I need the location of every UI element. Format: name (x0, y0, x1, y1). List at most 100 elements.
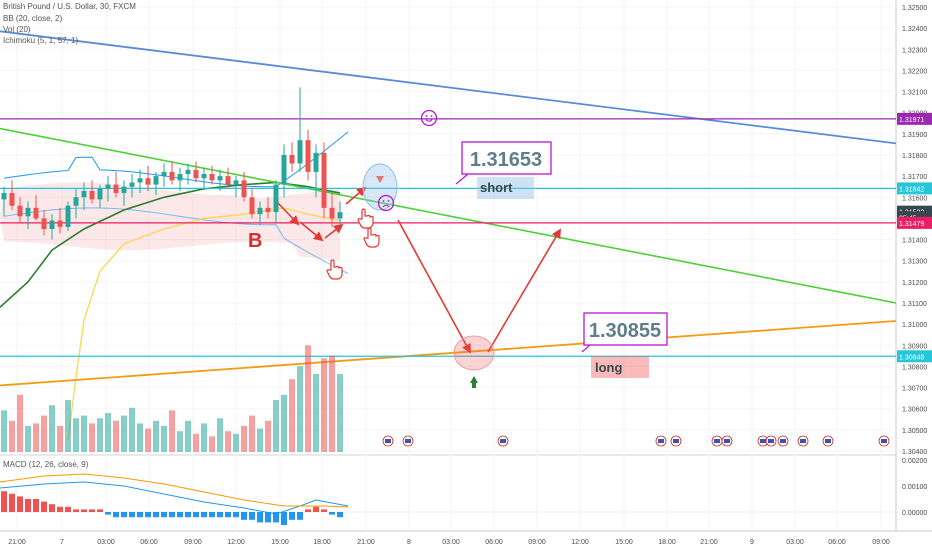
macd-histogram-bar (113, 512, 119, 518)
time-tick-label: 9 (750, 539, 754, 546)
hand-pointer-icon (357, 208, 374, 229)
price-tick-label: 1.30600 (902, 407, 927, 414)
economic-event-flag-mark (500, 439, 506, 443)
price-tick-label: 1.32300 (902, 47, 927, 54)
ichimoku-cloud (0, 182, 340, 265)
forecast-up-arrow (487, 228, 561, 353)
volume-bar (337, 374, 343, 452)
long-up-marker (470, 376, 478, 383)
orange-trendline (0, 320, 897, 387)
sad-face-icon (377, 194, 395, 212)
candle-body (265, 207, 271, 213)
macd-histogram-bar (177, 512, 183, 518)
volume-bar (273, 400, 279, 452)
vol-indicator-label[interactable]: Vol (20) (3, 25, 31, 34)
candle-body (193, 169, 199, 179)
happy-face-icon (420, 109, 438, 127)
hand-pointer-icon (363, 227, 380, 248)
volume-bar (281, 394, 287, 452)
volume-bar (57, 426, 63, 452)
candle-body (17, 205, 23, 217)
volume-bar (233, 433, 239, 452)
candle-body (289, 155, 295, 164)
time-tick-label: 21:00 (8, 539, 26, 546)
happy-face-icon-mouth (425, 119, 433, 122)
macd-indicator-label[interactable]: MACD (12, 26, close, 9) (3, 460, 89, 469)
candle-body (185, 169, 191, 175)
volume-bar (265, 420, 271, 452)
bollinger-lower-line (3, 207, 349, 274)
macd-histogram-bar (185, 512, 191, 518)
macd-histogram-bar (17, 496, 23, 512)
macd-histogram-bar (209, 512, 215, 518)
candle-body (337, 212, 343, 219)
macd-histogram-bar (225, 512, 231, 518)
candle-body (9, 193, 15, 206)
candle-body (89, 190, 95, 200)
volume-bar (105, 413, 111, 452)
candle-body (145, 178, 151, 185)
candle-body (41, 218, 47, 229)
economic-event-flag-mark (405, 439, 411, 443)
time-tick-label: 18:00 (658, 539, 676, 546)
short-down-marker (376, 176, 384, 183)
candle-body (209, 174, 215, 181)
price-tick-label: 1.31800 (902, 153, 927, 160)
candle-body (97, 188, 103, 200)
blue-trendline (0, 30, 897, 145)
time-tick-label: 18:00 (313, 539, 331, 546)
time-tick-label: 7 (60, 539, 64, 546)
time-tick-label: 15:00 (271, 539, 289, 546)
economic-event-flag-mark (825, 439, 831, 443)
macd-histogram-bar (97, 509, 103, 512)
volume-bar (145, 428, 151, 452)
candle-body (297, 140, 303, 164)
macd-histogram-bar (313, 506, 319, 512)
candle-body (121, 186, 127, 194)
sad-face-icon-eye (382, 200, 385, 202)
volume-bar (137, 423, 143, 452)
macd-histogram-bar (105, 512, 111, 515)
macd-histogram-bar (153, 512, 159, 518)
macd-histogram-bar (41, 501, 47, 512)
drop-arrow-2 (299, 221, 324, 242)
price-tag (897, 216, 932, 229)
price-tick-label: 1.32100 (902, 90, 927, 97)
macd-histogram-bar (241, 512, 247, 520)
volume-bar (321, 358, 327, 452)
candle-body (161, 171, 167, 177)
candle-body (313, 152, 319, 172)
time-tick-label: 09:00 (184, 539, 202, 546)
green-trendline (0, 127, 897, 304)
candle-body (225, 176, 231, 185)
macd-histogram-bar (273, 512, 279, 523)
price-tag (897, 112, 932, 125)
volume-bar (257, 428, 263, 452)
price-tick-label: 1.30700 (902, 386, 927, 393)
time-tick-label: 12:00 (571, 539, 589, 546)
ichimoku-indicator-label[interactable]: Ichimoku (5, 1, 57, 1) (3, 36, 79, 45)
drop-arrow (277, 202, 300, 226)
time-tick-label: 06:00 (485, 539, 503, 546)
macd-histogram-bar (305, 509, 311, 512)
short-price-text: 1.31653 (470, 149, 542, 171)
volume-bar (17, 394, 23, 452)
volume-bar (305, 345, 311, 452)
sad-face-icon-eye (387, 200, 390, 202)
macd-histogram-bar (337, 512, 343, 518)
bb-indicator-label[interactable]: BB (20, close, 2) (3, 14, 63, 23)
macd-histogram-bar (49, 504, 55, 512)
macd-histogram-bar (329, 512, 335, 515)
macd-histogram-bar (81, 509, 87, 512)
volume-bar (249, 415, 255, 452)
volume-bar (185, 420, 191, 452)
volume-bar (41, 415, 47, 452)
macd-histogram-bar (249, 512, 255, 520)
candle-body (33, 207, 39, 219)
macd-histogram-bar (193, 512, 199, 518)
volume-bar (201, 423, 207, 452)
candle-body (73, 197, 79, 206)
short-callout-pointer (455, 173, 469, 185)
candle-body (329, 207, 335, 219)
